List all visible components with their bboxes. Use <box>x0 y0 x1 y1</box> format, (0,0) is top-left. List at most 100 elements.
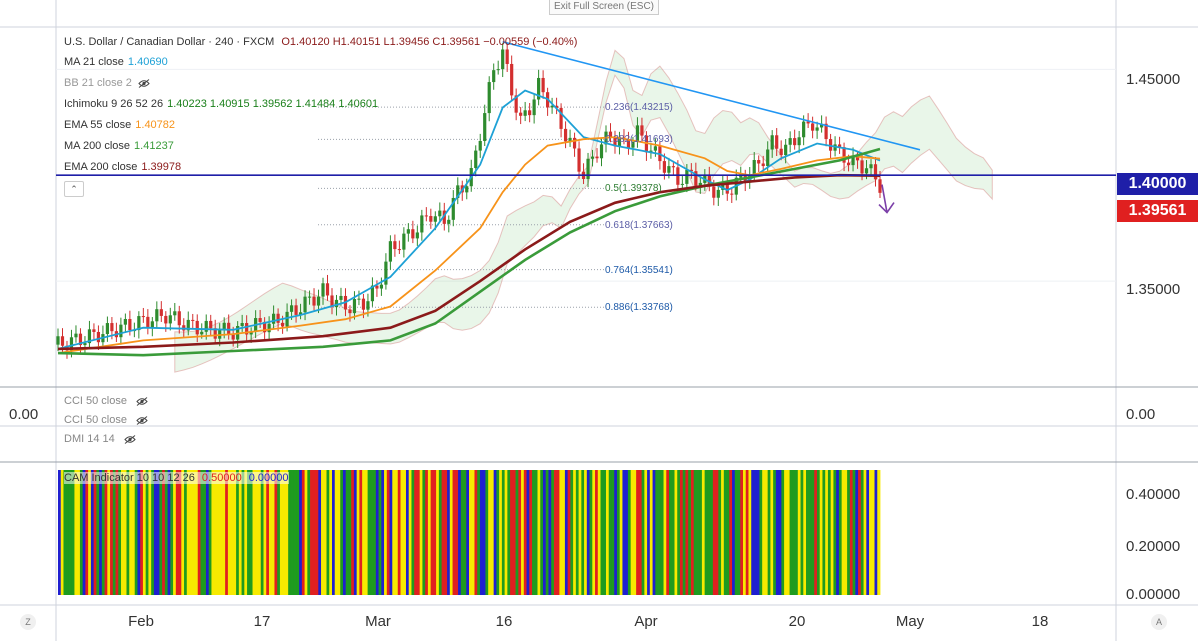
cam-bar <box>156 470 160 595</box>
candle-body <box>456 185 460 198</box>
exit-fullscreen-button[interactable]: Exit Full Screen (ESC) <box>549 0 659 15</box>
candle-body <box>420 215 424 233</box>
cam-bar <box>244 470 248 595</box>
cam-bar <box>93 470 97 595</box>
collapse-legend-button[interactable]: ⌃ <box>64 181 84 197</box>
cam-bar <box>74 470 78 595</box>
indicator-label: MA 21 close <box>64 56 124 68</box>
indicator-legend-row[interactable]: EMA 55 close 1.40782 <box>64 119 175 132</box>
cam-bar <box>715 470 719 595</box>
cam-bar <box>364 470 369 595</box>
down-arrow <box>881 184 888 213</box>
zoom-reset-button[interactable]: Z <box>20 614 36 630</box>
cam-bar <box>126 470 130 595</box>
cam-bars <box>58 470 881 595</box>
candle-body <box>258 318 262 322</box>
cam-bar <box>756 470 760 595</box>
candle-body <box>640 125 644 136</box>
candle-body <box>725 182 729 194</box>
cam-bar <box>496 470 500 595</box>
indicator-legend-row[interactable]: Ichimoku 9 26 52 26 1.40223 1.40915 1.395… <box>64 98 378 111</box>
cam-bar <box>622 470 626 595</box>
cam-bar <box>392 470 396 595</box>
cam-bar <box>877 470 881 595</box>
indicator-label: EMA 55 close <box>64 119 132 131</box>
cam-bar <box>616 470 621 595</box>
cam-bar <box>666 470 670 595</box>
cam-bar <box>255 470 259 595</box>
cam-bar <box>847 470 851 595</box>
cam-bar <box>96 470 100 595</box>
cam-bar <box>416 470 421 595</box>
ohlc-values: O1.40120 H1.40151 L1.39456 C1.39561 −0.0… <box>281 36 578 48</box>
candle-body <box>191 319 195 321</box>
indicator-legend-row[interactable]: MA 200 close 1.41237 <box>64 140 174 153</box>
candle-body <box>667 166 671 173</box>
cam-bar <box>606 470 610 595</box>
candle-body <box>411 229 415 239</box>
auto-scale-button[interactable]: A <box>1151 614 1167 630</box>
candle-body <box>74 333 78 338</box>
candle-body <box>676 167 680 185</box>
candle-body <box>92 329 96 332</box>
eye-off-icon[interactable] <box>124 434 136 444</box>
cam-bar <box>710 470 714 595</box>
candle-body <box>267 323 271 333</box>
cam-bar <box>131 470 136 595</box>
cam-bar <box>504 470 508 595</box>
candle-body <box>788 138 792 145</box>
candle-body <box>263 321 267 333</box>
indicator-legend-row[interactable]: EMA 200 close 1.39978 <box>64 161 181 174</box>
cam-bar <box>293 470 297 595</box>
cam-bar <box>367 470 371 595</box>
candle-body <box>348 309 352 314</box>
time-axis-label: Feb <box>128 613 154 630</box>
cam-bar <box>444 470 448 595</box>
cam-bar <box>129 470 133 595</box>
cam-bar <box>205 470 210 595</box>
candle-body <box>56 336 60 345</box>
series-line <box>57 136 881 354</box>
cci-legend-1: CCI 50 close <box>64 395 148 407</box>
cam-bar <box>200 470 204 595</box>
cam-bar <box>315 470 319 595</box>
candle-body <box>514 95 518 113</box>
cam-bar <box>375 470 379 595</box>
cam-bar <box>438 470 442 595</box>
candle-body <box>586 158 590 180</box>
cam-bar <box>268 470 273 595</box>
eye-off-icon[interactable] <box>136 415 148 425</box>
candle-body <box>325 283 330 296</box>
cam-bar <box>112 470 116 595</box>
candle-body <box>716 189 720 198</box>
cam-bar <box>326 470 330 595</box>
cam-bar <box>729 470 733 595</box>
price-label-1: 1.45000 <box>1126 71 1181 88</box>
cam-bar <box>378 470 382 595</box>
cam-bar <box>808 470 812 595</box>
cam-bar <box>238 470 242 595</box>
candle-body <box>200 331 204 335</box>
cam-bar <box>581 470 585 595</box>
cam-bar <box>359 470 363 595</box>
cam-bar <box>559 470 563 595</box>
cam-bar <box>279 470 284 595</box>
indicator-legend-row[interactable]: MA 21 close 1.40690 <box>64 56 168 69</box>
candle-body <box>635 125 640 142</box>
cam-bar <box>649 470 653 595</box>
cam-bar <box>164 470 168 595</box>
down-arrow-head <box>878 202 895 214</box>
candle-body <box>613 137 617 147</box>
candle-body <box>222 322 226 331</box>
indicator-legend-row[interactable]: BB 21 close 2 <box>64 77 150 90</box>
eye-off-icon[interactable] <box>136 396 148 406</box>
candle-body <box>83 343 87 346</box>
cam-bar <box>721 470 725 595</box>
chart-grid <box>56 68 1116 282</box>
cam-bar <box>222 470 226 595</box>
cam-bar <box>540 470 544 595</box>
eye-off-icon[interactable] <box>138 78 150 88</box>
cam-bar <box>90 470 95 595</box>
cam-bar <box>77 470 81 595</box>
